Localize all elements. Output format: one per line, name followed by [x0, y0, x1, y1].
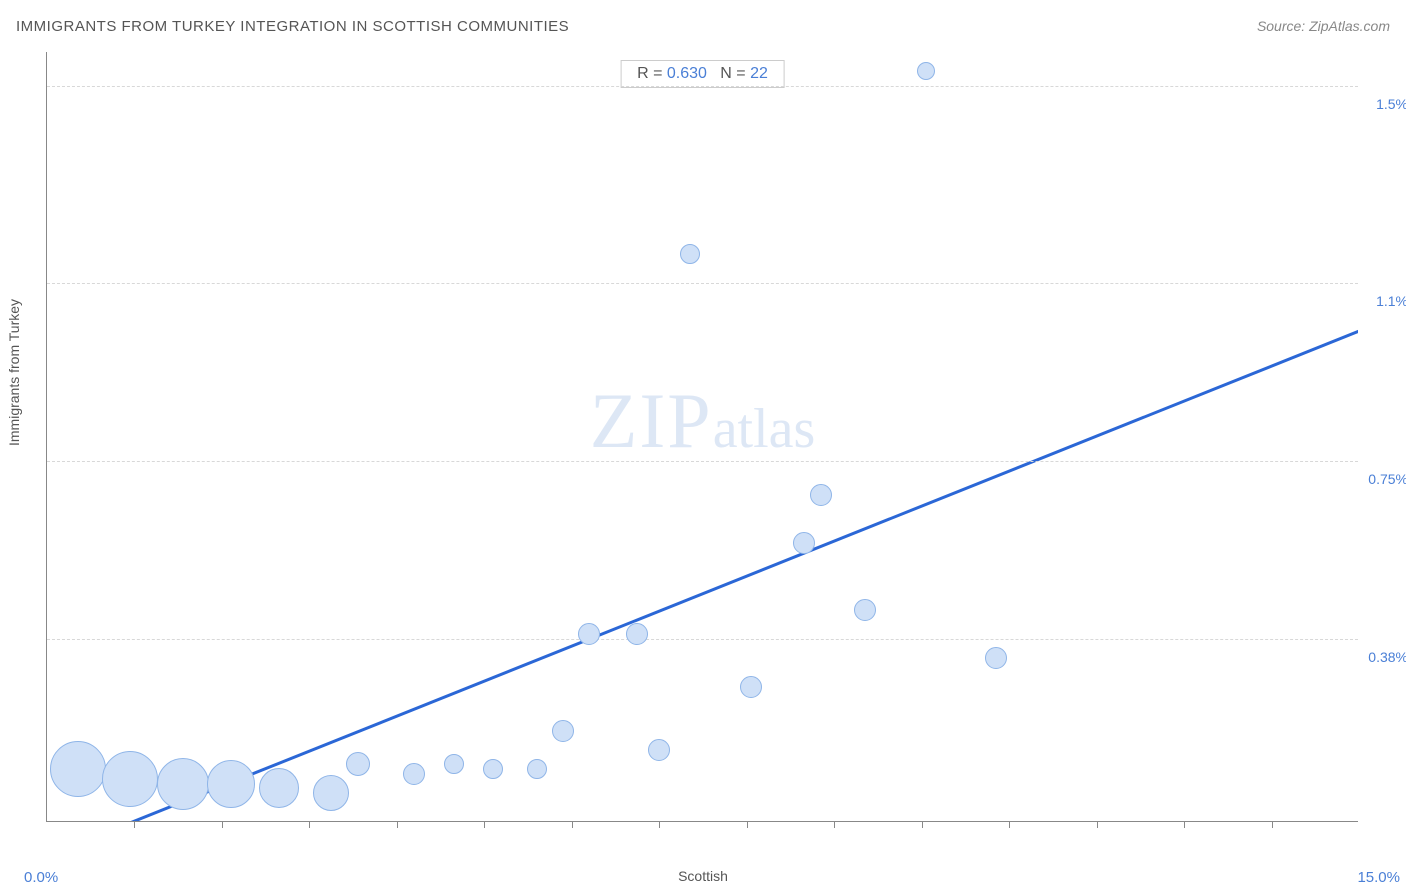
x-axis-max-label: 15.0% — [1357, 869, 1400, 886]
x-tick — [747, 821, 748, 828]
data-point — [483, 759, 503, 779]
x-tick — [834, 821, 835, 828]
data-point — [207, 760, 255, 808]
r-label: R = — [637, 65, 667, 82]
data-point — [578, 623, 600, 645]
scatter-plot: ZIPatlas R = 0.630 N = 22 1.5%1.1%0.75%0… — [46, 52, 1358, 822]
gridline — [47, 283, 1358, 284]
x-tick — [1097, 821, 1098, 828]
data-point — [102, 751, 158, 807]
data-point — [50, 741, 106, 797]
x-tick — [1009, 821, 1010, 828]
y-tick-label: 1.1% — [1364, 293, 1406, 309]
data-point — [648, 739, 670, 761]
data-point — [346, 752, 370, 776]
x-tick — [134, 821, 135, 828]
y-axis-title: Immigrants from Turkey — [6, 299, 22, 446]
y-tick-label: 0.38% — [1364, 649, 1406, 665]
gridline — [47, 639, 1358, 640]
n-value: 22 — [750, 65, 768, 82]
stats-box: R = 0.630 N = 22 — [620, 60, 785, 88]
data-point — [552, 720, 574, 742]
data-point — [527, 759, 547, 779]
data-point — [403, 763, 425, 785]
data-point — [854, 599, 876, 621]
x-tick — [659, 821, 660, 828]
data-point — [626, 623, 648, 645]
data-point — [917, 62, 935, 80]
data-point — [313, 775, 349, 811]
data-point — [810, 484, 832, 506]
gridline — [47, 86, 1358, 87]
x-axis-title: Scottish — [678, 868, 728, 884]
y-tick-label: 1.5% — [1364, 96, 1406, 112]
data-point — [793, 532, 815, 554]
data-point — [259, 768, 299, 808]
x-tick — [922, 821, 923, 828]
x-tick — [222, 821, 223, 828]
data-point — [444, 754, 464, 774]
chart-header: IMMIGRANTS FROM TURKEY INTEGRATION IN SC… — [16, 18, 1390, 48]
x-tick — [1184, 821, 1185, 828]
data-point — [985, 647, 1007, 669]
x-tick — [484, 821, 485, 828]
watermark-zip: ZIP — [590, 377, 713, 464]
source-credit: Source: ZipAtlas.com — [1257, 18, 1390, 34]
data-point — [680, 244, 700, 264]
x-tick — [309, 821, 310, 828]
x-tick — [572, 821, 573, 828]
x-axis-min-label: 0.0% — [24, 869, 58, 886]
trendline — [47, 52, 1358, 821]
n-label: N = — [720, 65, 750, 82]
data-point — [157, 758, 209, 810]
watermark-atlas: atlas — [713, 398, 816, 460]
chart-title: IMMIGRANTS FROM TURKEY INTEGRATION IN SC… — [16, 18, 569, 35]
watermark: ZIPatlas — [590, 376, 816, 466]
gridline — [47, 461, 1358, 462]
x-tick — [1272, 821, 1273, 828]
r-value: 0.630 — [667, 65, 707, 82]
y-tick-label: 0.75% — [1364, 471, 1406, 487]
data-point — [740, 676, 762, 698]
x-tick — [397, 821, 398, 828]
